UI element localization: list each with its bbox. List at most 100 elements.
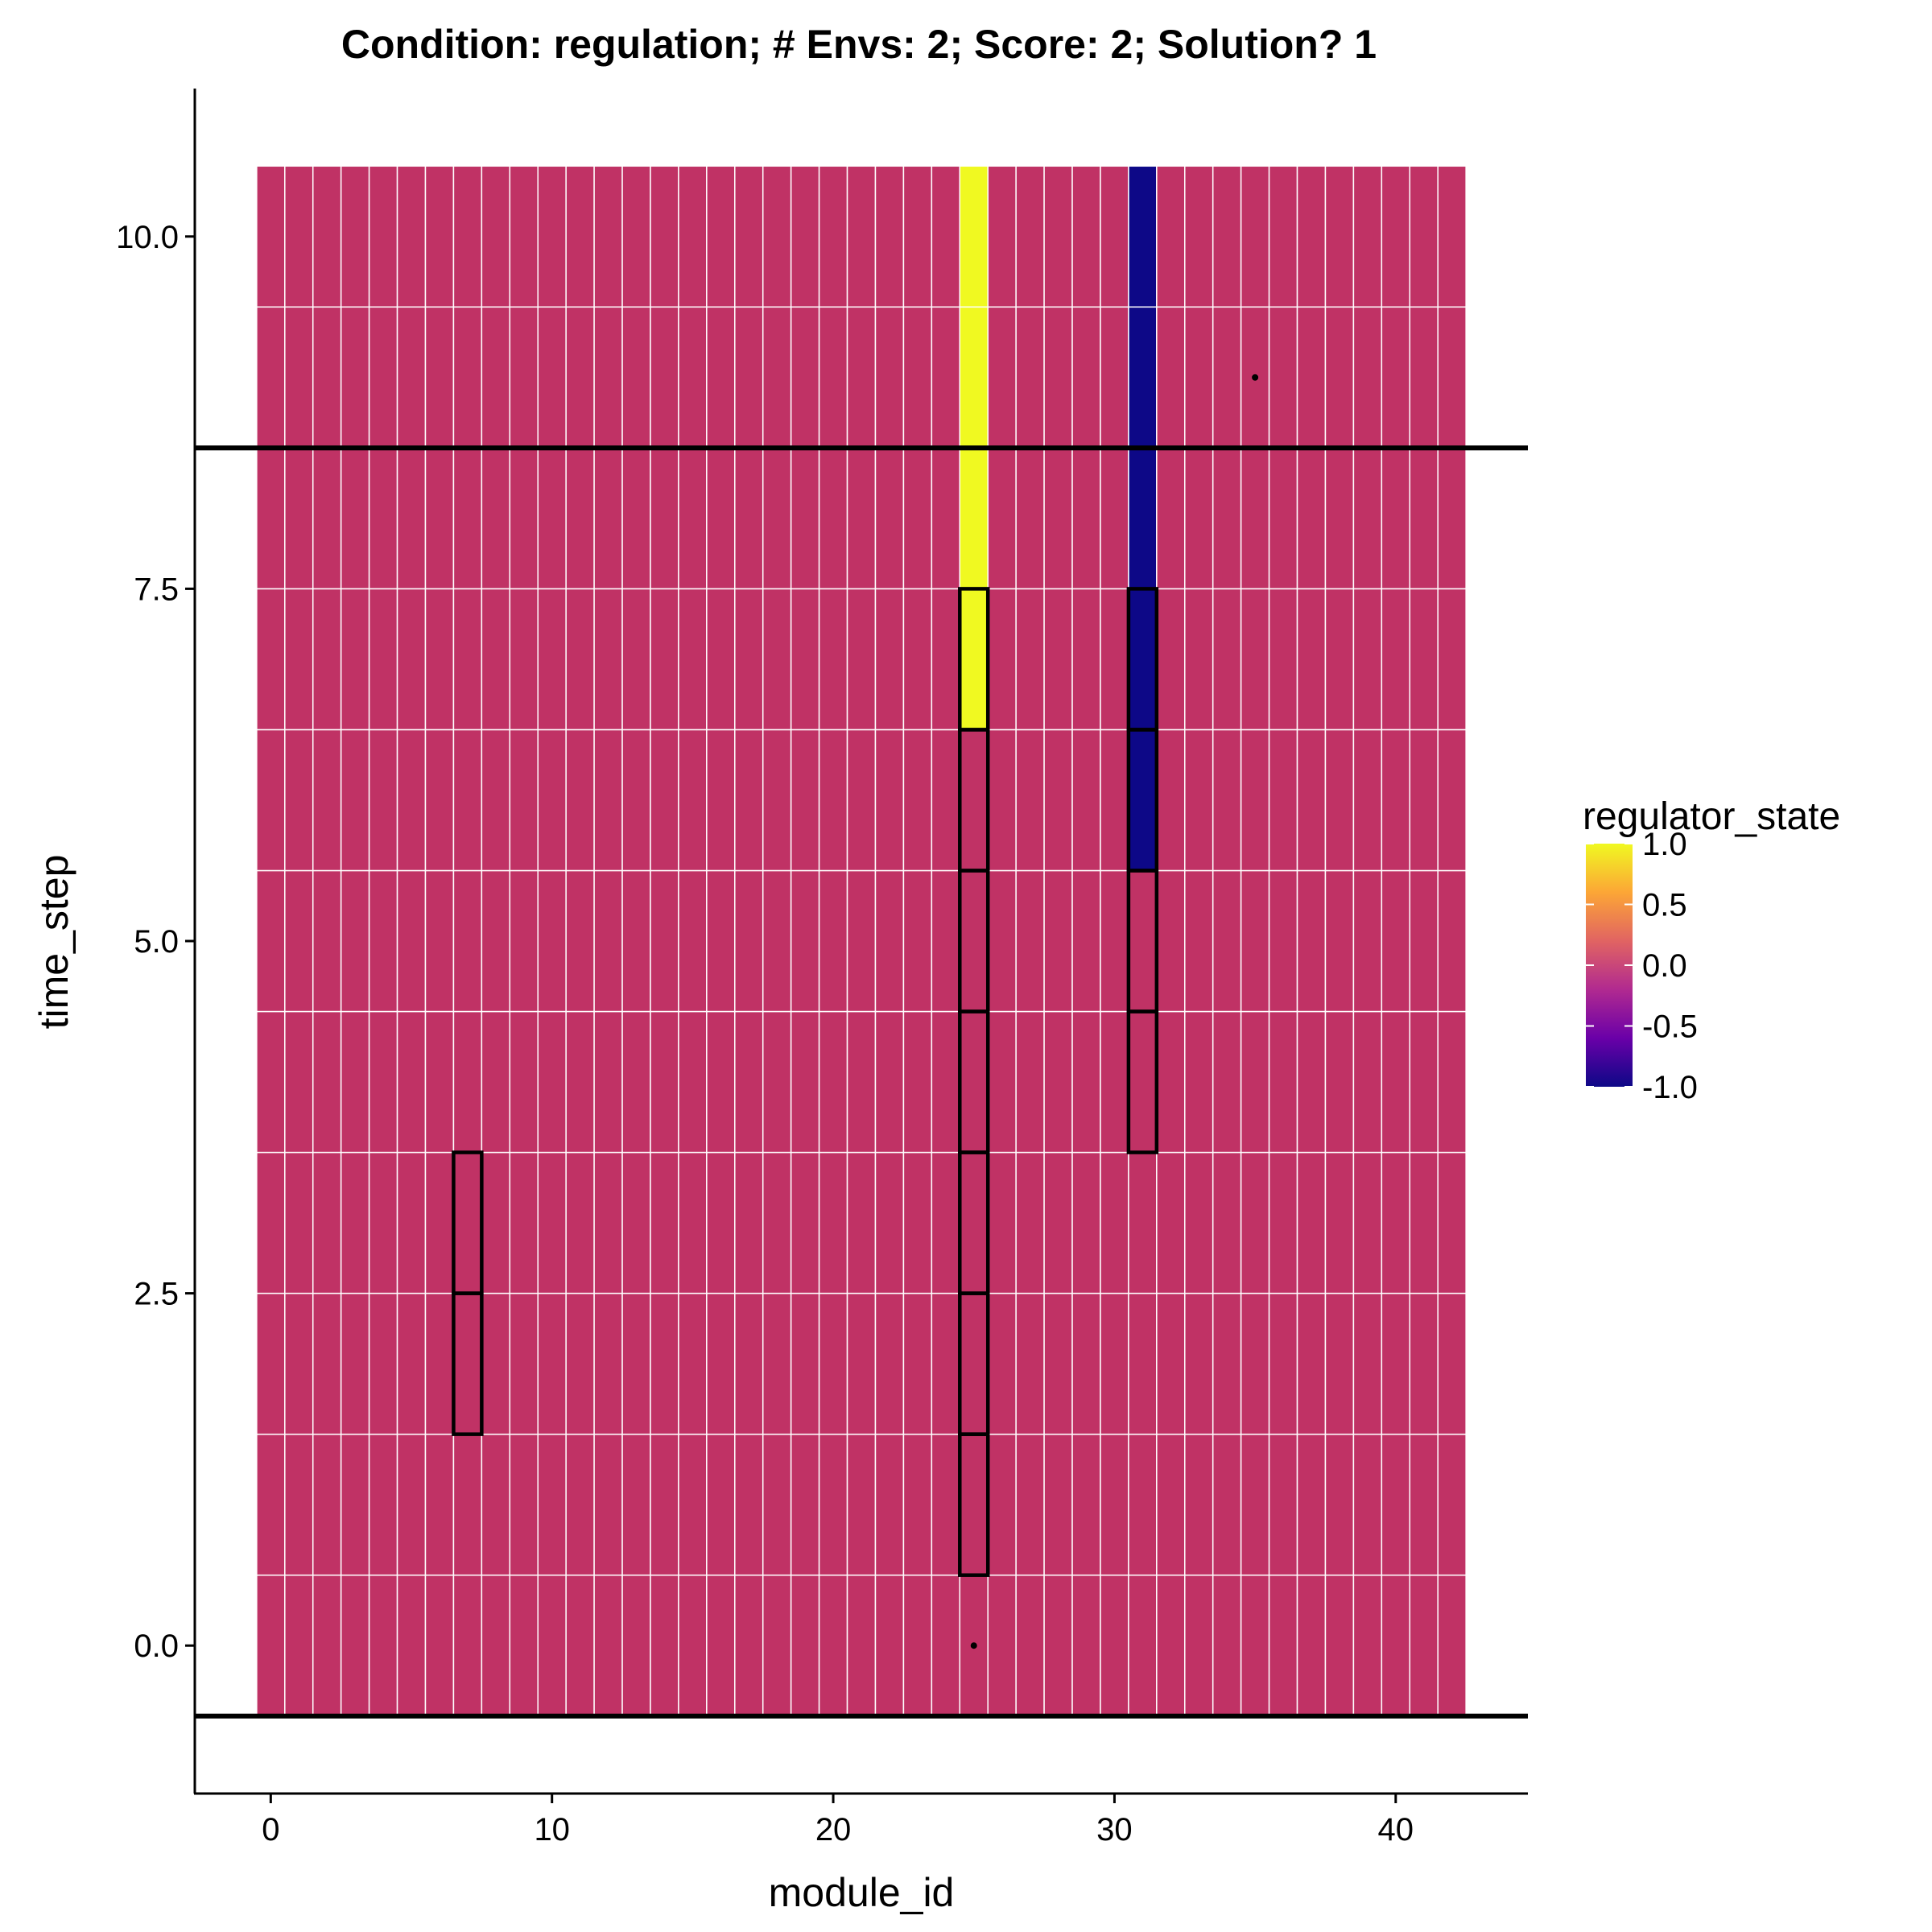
heatmap-cell — [1296, 588, 1327, 731]
heatmap-cell — [1100, 588, 1129, 731]
heatmap-cell — [762, 306, 792, 449]
heatmap-cell — [424, 306, 455, 449]
heatmap-cell — [734, 588, 764, 731]
heatmap-cell — [424, 869, 455, 1013]
heatmap-cell — [734, 1010, 764, 1154]
heatmap-cell — [1352, 306, 1383, 449]
heatmap-cell — [284, 1574, 314, 1717]
heatmap-cell — [762, 165, 792, 308]
heatmap-cell — [1268, 1433, 1298, 1576]
heatmap-cell — [1240, 165, 1270, 308]
heatmap-cell — [1296, 1151, 1327, 1294]
heatmap-cell — [312, 729, 342, 872]
outlined-cell — [958, 587, 990, 732]
heatmap-cell — [452, 1292, 483, 1435]
heatmap-cell — [762, 588, 792, 731]
heatmap-cell — [424, 1574, 455, 1717]
heatmap-cell — [537, 306, 567, 449]
heatmap-cell — [509, 447, 539, 590]
heatmap-cell — [312, 447, 342, 590]
x-tick-label: 0 — [262, 1812, 279, 1847]
heatmap-cell — [650, 165, 679, 308]
heatmap-cell — [340, 588, 370, 731]
heatmap-cell — [1352, 1010, 1383, 1154]
legend-tick-label: 0.5 — [1642, 888, 1687, 923]
heatmap-cell — [565, 165, 595, 308]
heatmap-cell — [340, 447, 370, 590]
heatmap-cell — [1015, 1292, 1045, 1435]
heatmap-cell — [509, 1292, 539, 1435]
heatmap-cell — [846, 1433, 877, 1576]
heatmap-cell — [959, 1151, 989, 1294]
heatmap-cell — [762, 1433, 792, 1576]
heatmap-cell — [1212, 306, 1242, 449]
heatmap-cell — [1015, 588, 1045, 731]
heatmap-cell — [1324, 869, 1355, 1013]
legend: regulator_state 1.0 0.5 0.0 -0.5 -1.0 — [1583, 795, 1840, 1105]
heatmap-cell — [846, 165, 877, 308]
x-tick-label: 40 — [1378, 1812, 1414, 1847]
heatmap-cell — [537, 1151, 567, 1294]
heatmap-cell — [340, 1433, 370, 1576]
heatmap-cell — [284, 588, 314, 731]
heatmap-cell — [902, 1574, 933, 1717]
heatmap-cell — [256, 306, 286, 449]
y-tick-label: 0.0 — [134, 1629, 179, 1664]
heatmap-cell — [1184, 165, 1214, 308]
heatmap-cell — [1071, 1574, 1101, 1717]
legend-tick-label: -0.5 — [1642, 1009, 1698, 1045]
heatmap-cell — [1128, 1574, 1158, 1717]
heatmap-cell — [312, 1292, 342, 1435]
heatmap-cell — [1071, 588, 1101, 731]
heatmap-cell — [846, 1010, 877, 1154]
heatmap-cell — [481, 869, 511, 1013]
heatmap-cell — [1100, 1433, 1129, 1576]
heatmap-cell — [312, 869, 342, 1013]
heatmap-cell — [818, 729, 848, 872]
heatmap-cell — [1212, 1010, 1242, 1154]
heatmap-cell — [284, 1433, 314, 1576]
heatmap-cell — [706, 447, 736, 590]
heatmap-cell — [734, 1292, 764, 1435]
heatmap-cell — [1128, 447, 1158, 590]
heatmap-cell — [818, 1292, 848, 1435]
heatmap-cell — [1437, 447, 1467, 590]
heatmap-cell — [874, 588, 905, 731]
heatmap-cell — [678, 869, 708, 1013]
heatmap-cell — [931, 1151, 961, 1294]
heatmap-cell — [1043, 869, 1073, 1013]
heatmap-cell — [987, 869, 1017, 1013]
heatmap-cell — [734, 165, 764, 308]
heatmap-cell — [509, 869, 539, 1013]
heatmap-cell — [1100, 306, 1129, 449]
heatmap-cell — [987, 1010, 1017, 1154]
heatmap-cell — [1156, 165, 1186, 308]
heatmap-cell — [1212, 1292, 1242, 1435]
legend-tick-label: 1.0 — [1642, 827, 1687, 862]
heatmap-cell — [762, 1010, 792, 1154]
heatmap-cell — [368, 1292, 398, 1435]
heatmap-cell — [874, 1151, 905, 1294]
heatmap-cell — [931, 447, 961, 590]
heatmap-cell — [621, 1433, 651, 1576]
heatmap-cell — [959, 1433, 989, 1576]
heatmap-cell — [424, 1010, 455, 1154]
heatmap-cell — [1128, 306, 1158, 449]
heatmap-cell — [1352, 447, 1383, 590]
heatmap-cell — [1184, 1292, 1214, 1435]
heatmap-cell — [481, 447, 511, 590]
heatmap-cell — [902, 1292, 933, 1435]
heatmap-cell — [1409, 165, 1439, 308]
heatmap-cell — [1071, 1292, 1101, 1435]
heatmap-cell — [1184, 1010, 1214, 1154]
heatmap-cell — [621, 869, 651, 1013]
heatmap-cell — [368, 588, 398, 731]
heatmap-cell — [1240, 588, 1270, 731]
heatmap-cell — [340, 1574, 370, 1717]
heatmap-cell — [1156, 1010, 1186, 1154]
heatmap-cell — [1296, 869, 1327, 1013]
heatmap-cell — [1296, 1574, 1327, 1717]
heatmap-cell — [650, 306, 679, 449]
heatmap-cell — [1324, 447, 1355, 590]
heatmap-cell — [874, 869, 905, 1013]
